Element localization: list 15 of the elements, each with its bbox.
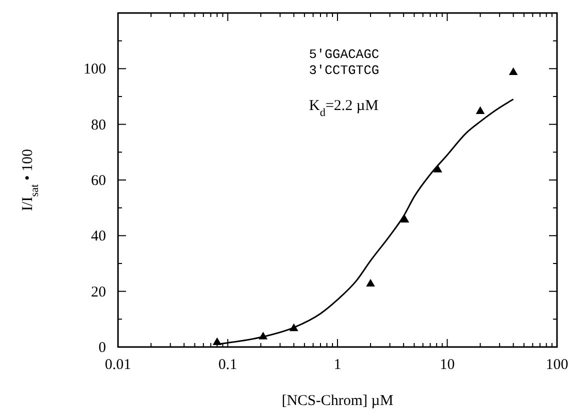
x-tick-label: 0.1 bbox=[218, 357, 238, 373]
x-tick-label: 100 bbox=[546, 357, 568, 373]
x-axis-title: [NCS-Chrom] µM bbox=[282, 393, 394, 409]
x-tick-label: 10 bbox=[440, 357, 455, 373]
annotation: 5'GGACAGC bbox=[309, 47, 380, 62]
x-tick-label: 1 bbox=[334, 357, 342, 373]
y-tick-label: 40 bbox=[91, 228, 106, 245]
y-tick-label: 80 bbox=[91, 117, 106, 134]
y-tick-label: 60 bbox=[91, 173, 106, 189]
y-tick-label: 0 bbox=[98, 340, 106, 356]
x-tick-label: 0.01 bbox=[104, 357, 132, 373]
y-tick-label: 20 bbox=[91, 284, 106, 300]
annotation: 3'CCTGTCG bbox=[309, 63, 380, 78]
y-tick-label: 100 bbox=[84, 62, 106, 78]
annotation: K$_{d}$=2.2 µM bbox=[309, 98, 378, 119]
